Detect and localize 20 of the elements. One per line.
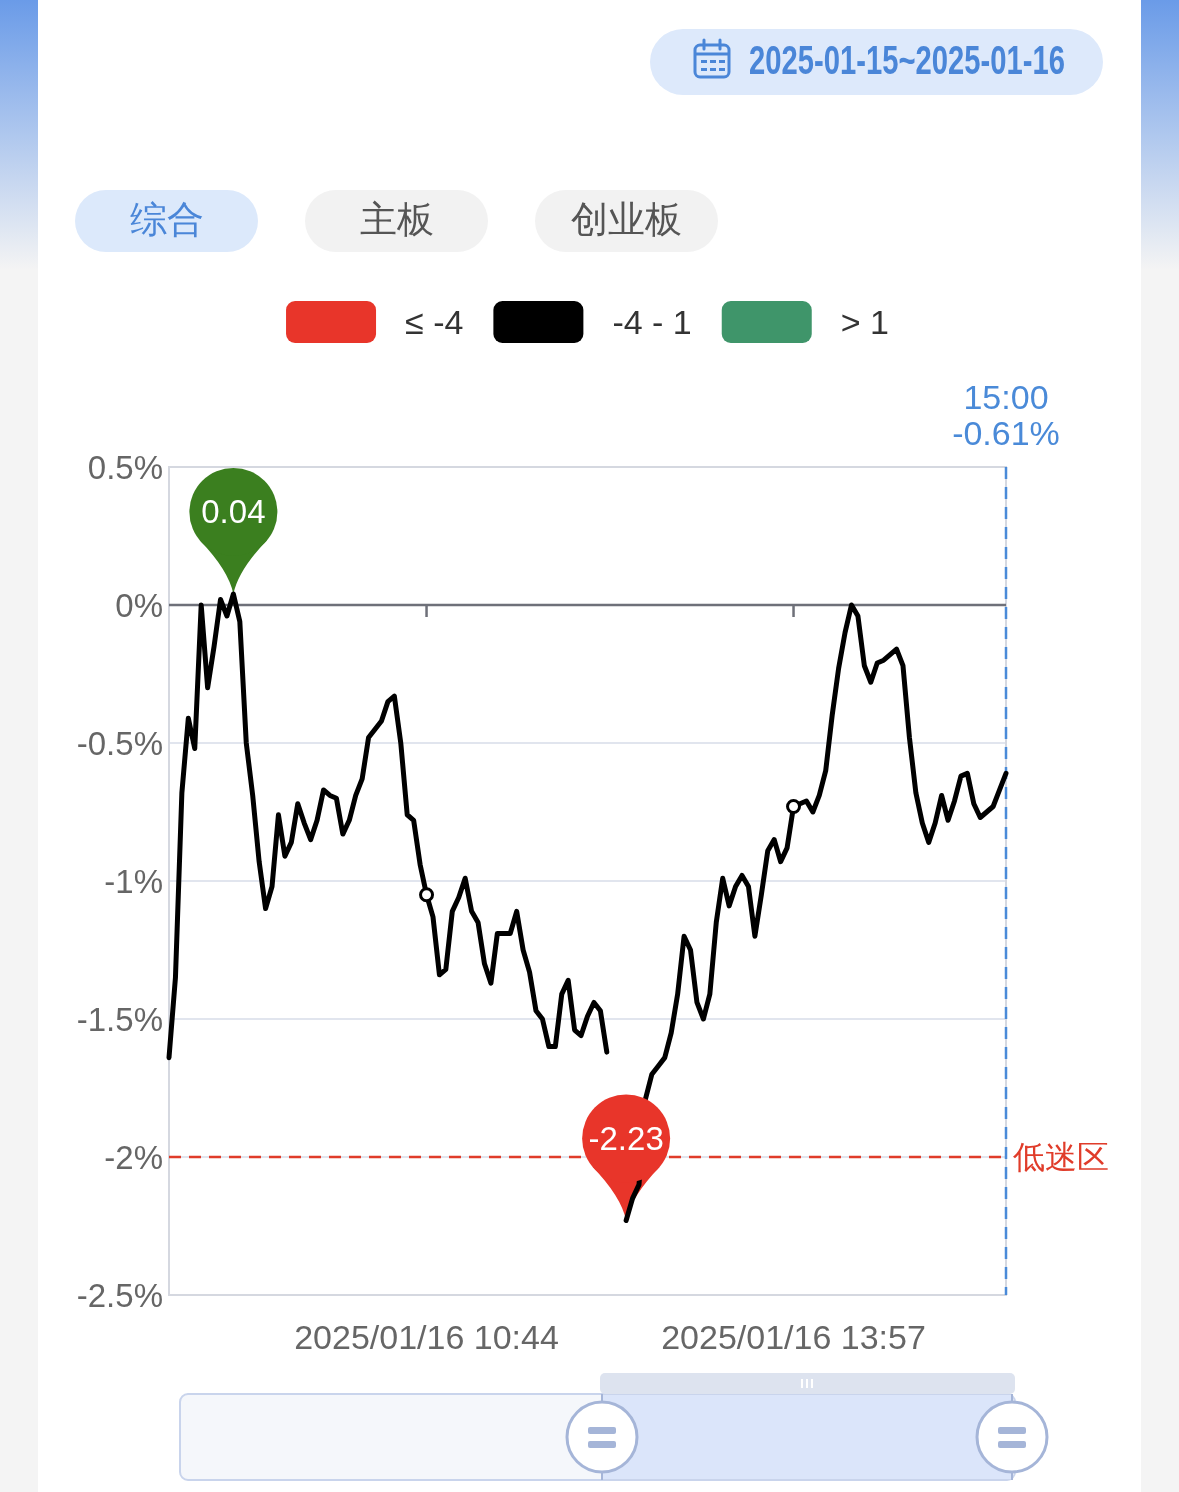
legend-label: > 1 [840, 303, 889, 341]
ref-line-label: 低迷区 [1013, 1139, 1109, 1175]
y-tick-label: -2% [104, 1138, 163, 1176]
y-tick-label: -1.5% [76, 1000, 163, 1038]
tab: 主板 [305, 190, 488, 252]
x-tick-label: 2025/01/16 10:44 [294, 1318, 559, 1356]
chart-subtitle: 2025-01-15~2025-01-16 [749, 37, 1065, 83]
legend-label: ≤ -4 [405, 303, 464, 341]
y-tick-label: 0% [115, 586, 163, 624]
date-range: 2025-01-15~2025-01-16 [650, 29, 1103, 95]
annotation: 0.04 [201, 493, 266, 531]
readout: 15:00 -0.61% [952, 378, 1060, 452]
legend-label: -4 - 1 [612, 303, 692, 341]
x-tick-label: 2025/01/16 13:57 [661, 1318, 926, 1356]
y-tick-label: 0.5% [87, 448, 163, 486]
y-tick-label: -1% [104, 862, 163, 900]
tab: 创业板 [535, 190, 718, 252]
tab: 综合 [75, 190, 258, 252]
y-tick-label: -0.5% [76, 724, 163, 762]
y-tick-label: -2.5% [76, 1276, 163, 1314]
